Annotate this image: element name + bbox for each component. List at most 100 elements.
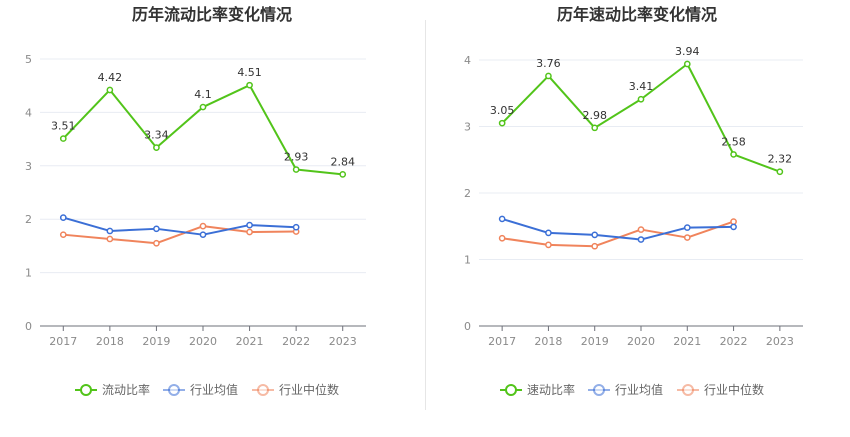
- main-series-point: [199, 103, 207, 111]
- x-tick-label: 2020: [189, 335, 217, 348]
- data-label: 2.93: [284, 151, 309, 164]
- x-tick-label: 2020: [627, 335, 655, 348]
- main-series-point: [730, 151, 737, 158]
- legend-label: 速动比率: [527, 382, 575, 397]
- main-series-point: [339, 170, 347, 178]
- chart-title: 历年速动比率变化情况: [557, 5, 717, 24]
- industry-average-series-point: [637, 236, 645, 243]
- y-tick-label: 0: [25, 320, 32, 333]
- x-tick-label: 2023: [329, 335, 357, 348]
- main-series-point: [106, 86, 114, 94]
- data-label: 3.34: [144, 129, 169, 142]
- industry-median-series-point: [246, 228, 253, 236]
- industry-median-series-point: [730, 218, 737, 225]
- y-tick-label: 0: [464, 320, 471, 333]
- main-series-point: [153, 144, 160, 151]
- legend-label: 行业均值: [190, 382, 238, 397]
- industry-median-series-point: [591, 242, 599, 250]
- legend-label: 行业均值: [615, 382, 663, 397]
- industry-average-series-point: [591, 231, 599, 239]
- legend-swatch-marker: [168, 384, 180, 396]
- industry-average-series-point: [153, 225, 160, 233]
- data-label: 2.84: [330, 155, 355, 168]
- industry-median-series-point: [545, 241, 552, 249]
- industry-median-series-point: [153, 239, 160, 247]
- quick-ratio-chart-panel: 历年速动比率变化情况 0 1 2 3 4 2017 2018 2019 2020 2021 2022 2…: [425, 0, 850, 437]
- industry-average-series-line: [501, 217, 734, 241]
- data-label: 2.32: [768, 153, 793, 166]
- legend-item-industry-average-series: 行业均值: [163, 382, 238, 397]
- industry-average-series-line: [63, 216, 297, 236]
- legend-label: 流动比率: [102, 382, 150, 397]
- data-label: 3.41: [629, 80, 654, 93]
- x-tick-label: 2022: [282, 335, 310, 348]
- main-series-point: [545, 72, 552, 80]
- data-label: 4.1: [194, 88, 212, 101]
- x-tick-label: 2017: [488, 335, 516, 348]
- industry-average-series-point: [59, 214, 67, 221]
- industry-median-series-point: [498, 234, 506, 242]
- main-series-point: [246, 81, 253, 89]
- main-series-point: [591, 124, 599, 132]
- legend-swatch-marker: [257, 384, 269, 396]
- data-label: 3.76: [536, 57, 561, 70]
- chart-title: 历年流动比率变化情况: [132, 5, 292, 24]
- industry-average-series-point: [106, 227, 114, 235]
- industry-median-series-line: [63, 225, 297, 245]
- industry-median-series-line: [502, 220, 734, 248]
- quick-ratio-chart: 历年速动比率变化情况 0 1 2 3 4 2017 2018 2019 2020 2021 2022 2…: [464, 5, 803, 397]
- x-tick-label: 2019: [142, 335, 170, 348]
- legend-item-industry-average-series: 行业均值: [588, 382, 663, 397]
- current-ratio-chart: 历年流动比率变化情况 0 1 2 3 4 5 2017 2018 2019 2020 2021 2022…: [25, 5, 366, 397]
- main-series-point: [498, 119, 506, 127]
- industry-average-series-point: [683, 224, 691, 231]
- x-tick-label: 2022: [720, 335, 748, 348]
- industry-median-series-point: [59, 231, 67, 239]
- y-tick-label: 3: [464, 121, 471, 134]
- data-label: 2.98: [582, 109, 607, 122]
- y-tick-label: 1: [464, 254, 471, 267]
- y-tick-label: 5: [25, 53, 32, 66]
- main-series-point: [292, 166, 300, 173]
- data-label: 3.51: [51, 120, 76, 133]
- legend-swatch-marker: [505, 384, 517, 396]
- legend-swatch-marker: [80, 384, 92, 396]
- panel-divider: [425, 20, 426, 410]
- main-series-point: [59, 135, 67, 142]
- main-series-point: [637, 95, 645, 103]
- legend-item-industry-median-series: 行业中位数: [252, 382, 339, 397]
- data-label: 4.51: [237, 66, 262, 79]
- industry-median-series-point: [199, 222, 207, 230]
- legend-item-main-series: 速动比率: [500, 382, 575, 397]
- x-tick-label: 2018: [534, 335, 562, 348]
- current-ratio-chart-panel: 历年流动比率变化情况 0 1 2 3 4 5 2017 2018 2019 2020 2021 2022…: [25, 5, 366, 397]
- legend-label: 行业中位数: [704, 382, 764, 397]
- y-tick-label: 2: [25, 213, 32, 226]
- y-tick-label: 3: [25, 160, 32, 173]
- legend-swatch-marker: [593, 384, 605, 396]
- legend-swatch-marker: [682, 384, 694, 396]
- legend-item-industry-median-series: 行业中位数: [677, 382, 764, 397]
- x-tick-label: 2023: [766, 335, 794, 348]
- industry-median-series-point: [106, 235, 114, 243]
- main-series-point: [683, 60, 691, 68]
- x-tick-label: 2018: [96, 335, 124, 348]
- x-tick-label: 2017: [49, 335, 77, 348]
- y-tick-label: 1: [25, 267, 32, 280]
- data-label: 3.05: [490, 104, 515, 117]
- data-label: 4.42: [98, 71, 123, 84]
- y-tick-label: 4: [464, 54, 471, 67]
- industry-average-series-point: [292, 223, 300, 231]
- x-tick-label: 2021: [236, 335, 264, 348]
- legend-item-main-series: 流动比率: [75, 382, 150, 397]
- industry-average-series-point: [246, 221, 253, 229]
- x-tick-label: 2019: [581, 335, 609, 348]
- industry-median-series-point: [637, 226, 645, 233]
- y-tick-label: 2: [464, 187, 471, 200]
- main-series-point: [776, 168, 784, 176]
- y-tick-label: 4: [25, 106, 32, 119]
- data-label: 3.94: [675, 45, 700, 58]
- data-label: 2.58: [721, 135, 746, 148]
- industry-median-series-point: [683, 234, 691, 241]
